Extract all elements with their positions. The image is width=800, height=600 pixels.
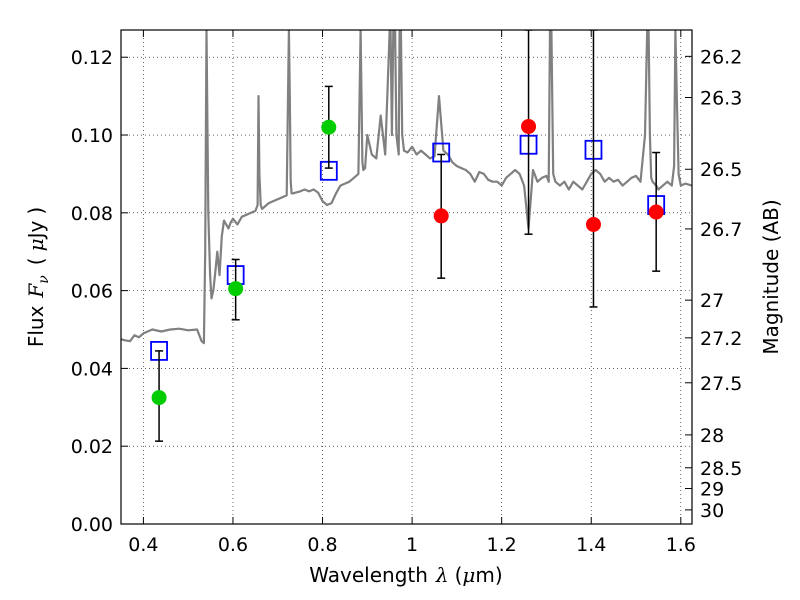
x-tick-label: 1.4 [576, 534, 606, 556]
magnitude-tick-label: 26.2 [700, 46, 742, 68]
observed-optical-point [228, 281, 244, 297]
x-axis-label-unit-rest: m) [475, 563, 502, 587]
y-tick-label: 0.08 [71, 203, 113, 225]
magnitude-axis-label: Magnitude (AB) [759, 199, 783, 354]
magnitude-tick-label: 28.5 [700, 458, 742, 480]
y-tick-label: 0.04 [71, 358, 113, 380]
x-axis-label-unit-mu: μ [462, 563, 475, 587]
magnitude-tick-label: 29 [700, 479, 724, 501]
y-axis-label-text: Flux [24, 305, 48, 347]
y-tick-label: 0.02 [71, 436, 113, 458]
x-tick-label: 0.8 [307, 534, 337, 556]
y-axis-label-unit-mu: μ [24, 238, 48, 251]
x-axis-label-symbol: λ [435, 563, 449, 587]
observed-nir-point [648, 204, 664, 220]
observed-nir-point [585, 216, 601, 232]
magnitude-tick-label: 28 [700, 425, 724, 447]
x-axis-label: Wavelength λ (μm) [309, 563, 502, 587]
y-axis-label-subscript: ν [36, 275, 52, 284]
magnitude-tick-label: 27 [700, 290, 724, 312]
model-spectrum-line [121, 30, 692, 345]
y-axis-label: Flux Fν ( μJy) [24, 207, 52, 347]
observed-nir-point [433, 208, 449, 224]
observed-optical-point [321, 119, 337, 135]
magnitude-tick-label: 30 [700, 500, 724, 522]
x-tick-label: 0.6 [218, 534, 248, 556]
x-axis-label-text: Wavelength [309, 563, 428, 587]
observed-optical-point [151, 390, 167, 406]
plot-area [121, 30, 692, 442]
axis-ticks: 0.4 0.6 0.8 1 1.2 1.4 1.6 0.00 0.02 0.04 0.06 0.08 0… [71, 30, 742, 556]
magnitude-tick-label: 27.2 [700, 328, 742, 350]
y-axis-label-symbol: F [24, 283, 48, 299]
x-tick-label: 1.2 [487, 534, 517, 556]
x-axis-label-unit-open: ( [455, 563, 463, 587]
y-tick-label: 0.06 [71, 281, 113, 303]
magnitude-tick-label: 26.7 [700, 219, 742, 241]
observed-nir-point [521, 118, 537, 134]
y-tick-label: 0.12 [71, 47, 113, 69]
x-tick-label: 1 [406, 534, 418, 556]
y-axis-label-unit-open: ( [24, 257, 48, 265]
magnitude-tick-label: 26.3 [700, 87, 742, 109]
y-axis-label-unit-close: ) [24, 207, 48, 215]
y-tick-label: 0.10 [71, 125, 113, 147]
y-tick-label: 0.00 [71, 514, 113, 536]
plot-frame [120, 29, 693, 525]
magnitude-tick-label: 27.5 [700, 373, 742, 395]
x-tick-label: 1.6 [666, 534, 696, 556]
magnitude-tick-label: 26.5 [700, 159, 742, 181]
x-tick-label: 0.4 [128, 534, 158, 556]
y-axis-label-unit-rest: Jy [24, 220, 48, 240]
